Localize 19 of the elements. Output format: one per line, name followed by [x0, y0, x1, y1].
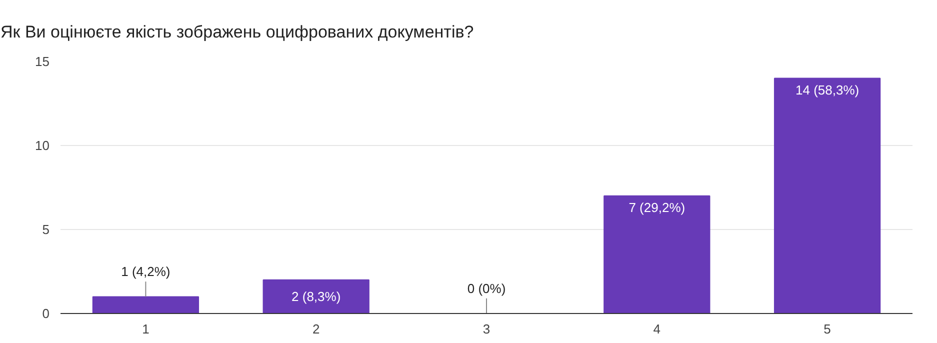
- x-tick-label: 1: [142, 322, 150, 336]
- y-tick-label: 0: [42, 306, 50, 321]
- x-tick-label: 3: [482, 322, 490, 336]
- data-label: 2 (8,3%): [292, 289, 341, 304]
- bar: [604, 195, 710, 314]
- data-label: 1 (4,2%): [121, 264, 170, 280]
- bar: [92, 296, 200, 314]
- data-label: 14 (58,3%): [796, 82, 860, 98]
- y-tick-label: 15: [35, 54, 50, 69]
- data-label: 7 (29,2%): [628, 200, 686, 215]
- bar: [774, 78, 881, 314]
- x-tick-label: 2: [312, 322, 320, 336]
- x-tick-label: 4: [653, 322, 661, 336]
- chart-title: Як Ви оцінюєте якість зображень оцифрованих документів?: [0, 22, 474, 42]
- bar: [262, 279, 370, 314]
- y-tick-label: 5: [42, 222, 50, 237]
- data-label: 0 (0%): [467, 280, 506, 296]
- x-tick-label: 5: [824, 322, 831, 336]
- y-tick-label: 10: [35, 138, 50, 153]
